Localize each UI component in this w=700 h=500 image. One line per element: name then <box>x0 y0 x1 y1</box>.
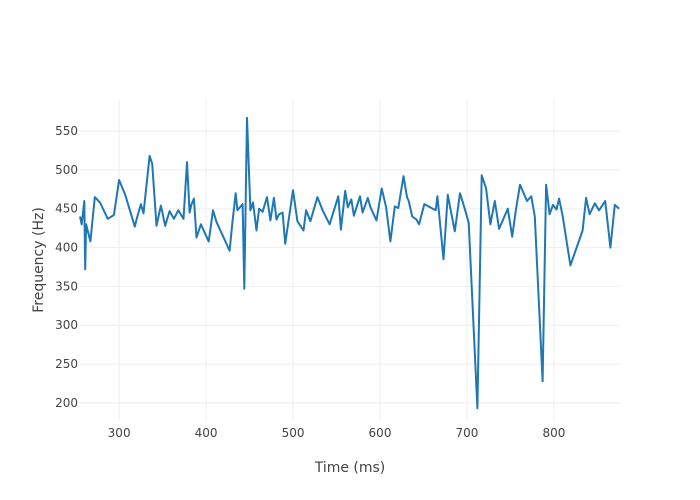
tick-labels: 300 400 500 600 700 800 200 250 300 350 400 450 500 5… <box>55 124 565 440</box>
y-tick-label: 350 <box>55 279 78 293</box>
x-tick-label: 400 <box>195 426 218 440</box>
x-tick-label: 800 <box>542 426 565 440</box>
y-tick-label: 450 <box>55 202 78 216</box>
series-line <box>79 116 620 410</box>
y-tick-label: 300 <box>55 318 78 332</box>
grid-lines <box>80 100 620 420</box>
y-tick-label: 500 <box>55 163 78 177</box>
x-tick-label: 600 <box>369 426 392 440</box>
y-tick-label: 200 <box>55 396 78 410</box>
x-tick-label: 700 <box>456 426 479 440</box>
y-axis-title: Frequency (Hz) <box>31 207 47 313</box>
x-tick-label: 500 <box>282 426 305 440</box>
series-layer <box>79 116 620 410</box>
x-tick-label: 300 <box>108 426 131 440</box>
y-tick-label: 400 <box>55 241 78 255</box>
y-tick-label: 550 <box>55 124 78 138</box>
x-axis-title: Time (ms) <box>314 460 386 476</box>
y-tick-label: 250 <box>55 357 78 371</box>
